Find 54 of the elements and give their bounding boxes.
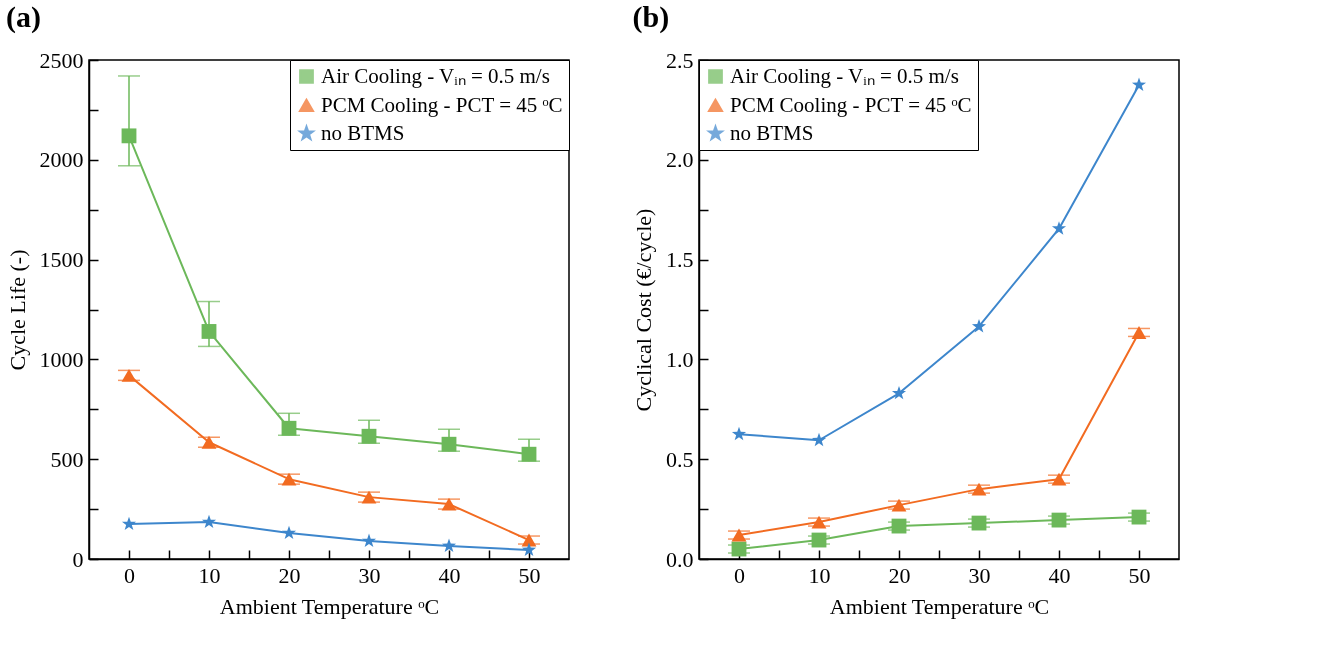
- point: [521, 542, 537, 557]
- legend-label: Air Cooling - Vᵢₙ = 0.5 m/s: [321, 63, 550, 88]
- y-tick-label: 2000: [39, 147, 84, 173]
- y-tick-label: 1000: [39, 346, 84, 372]
- y-tick-label: 1.0: [666, 346, 694, 372]
- y-axis-title: Cycle Life (-): [4, 249, 30, 371]
- x-tick-label: 20: [278, 562, 301, 588]
- y-tick-label: 2500: [39, 47, 84, 73]
- point: [281, 525, 297, 540]
- legend-label: PCM Cooling - PCT = 45 ᵒC: [730, 92, 972, 117]
- y-tick-label: 500: [50, 446, 84, 472]
- y-tick-label: 0: [72, 546, 84, 572]
- point: [1051, 221, 1067, 235]
- x-axis-title: Ambient Temperature ᵒC: [219, 593, 440, 619]
- point: [971, 319, 987, 333]
- x-axis-title: Ambient Temperature ᵒC: [829, 593, 1050, 619]
- x-tick-label: 30: [968, 562, 991, 588]
- point: [891, 385, 907, 400]
- chart-title: (b): [632, 0, 670, 34]
- legend-label: no BTMS: [321, 120, 405, 145]
- x-tick-label: 30: [358, 562, 381, 588]
- legend-label: PCM Cooling - PCT = 45 ᵒC: [321, 92, 563, 117]
- point: [361, 533, 377, 548]
- legend-label: no BTMS: [730, 120, 814, 145]
- y-tick-label: 1.5: [666, 247, 694, 273]
- x-tick-label: 40: [438, 562, 461, 588]
- point: [361, 428, 377, 444]
- point: [811, 432, 827, 447]
- point: [441, 538, 457, 553]
- chart-title: (a): [6, 0, 41, 34]
- x-tick-label: 0: [124, 562, 135, 588]
- y-tick-label: 2.0: [666, 147, 694, 173]
- x-tick-label: 50: [1128, 562, 1151, 588]
- x-tick-label: 10: [198, 562, 221, 588]
- point: [1131, 77, 1147, 91]
- point: [121, 128, 137, 144]
- legend-label: Air Cooling - Vᵢₙ = 0.5 m/s: [730, 63, 959, 88]
- y-axis-title: Cyclical Cost (€/cycle): [631, 208, 656, 412]
- point: [521, 446, 537, 462]
- point: [201, 514, 217, 529]
- x-tick-label: 50: [518, 562, 541, 588]
- x-tick-label: 20: [888, 562, 911, 588]
- y-tick-label: 2.5: [666, 47, 694, 73]
- point: [281, 420, 297, 436]
- x-tick-label: 40: [1048, 562, 1071, 588]
- y-tick-label: 1500: [39, 247, 84, 273]
- point: [441, 436, 457, 452]
- x-tick-label: 0: [734, 562, 745, 588]
- y-tick-label: 0.0: [666, 546, 694, 572]
- point: [201, 324, 217, 339]
- x-tick-label: 10: [808, 562, 831, 588]
- point: [731, 426, 747, 441]
- point: [121, 516, 137, 531]
- y-tick-label: 0.5: [666, 446, 694, 472]
